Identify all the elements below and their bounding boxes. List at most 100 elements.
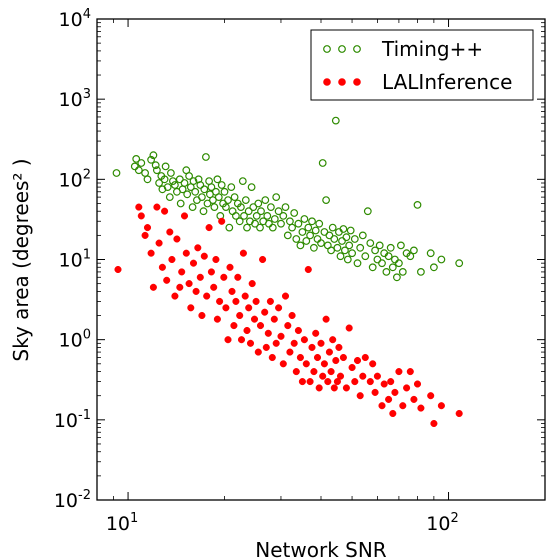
data-point [339, 225, 348, 233]
data-point [437, 255, 446, 264]
data-point [270, 215, 279, 223]
data-point [230, 193, 239, 202]
data-point [327, 368, 335, 376]
data-point [294, 219, 303, 228]
data-point [286, 348, 294, 356]
data-point [155, 239, 163, 247]
data-point [185, 280, 193, 288]
data-point [356, 392, 364, 400]
data-point [430, 419, 438, 428]
data-point [240, 211, 248, 220]
data-point [290, 339, 298, 347]
data-point [310, 368, 318, 376]
data-point [346, 226, 355, 235]
data-point [171, 292, 179, 300]
data-point [388, 263, 397, 272]
data-point [241, 196, 250, 205]
data-point [343, 255, 352, 264]
series-lalinference [114, 203, 463, 428]
data-point [391, 388, 399, 396]
data-point [160, 175, 169, 184]
data-point [279, 211, 288, 220]
data-point [163, 276, 171, 284]
data-point [296, 241, 305, 250]
data-point [304, 265, 312, 274]
data-point [300, 215, 309, 223]
data-point [180, 212, 189, 220]
data-point [197, 193, 206, 202]
data-point [315, 384, 323, 392]
y-tick-labels: 10-2 10-1 100 101 102 103 104 [54, 7, 91, 512]
data-point [241, 292, 249, 300]
legend-box [310, 29, 534, 101]
data-point [413, 200, 422, 209]
data-point [192, 287, 200, 295]
data-point [363, 207, 372, 216]
data-point [191, 187, 200, 196]
data-point [152, 166, 161, 175]
data-point [200, 185, 209, 194]
data-point [248, 280, 256, 288]
data-point [368, 263, 377, 272]
data-point [230, 322, 238, 330]
data-point [208, 196, 217, 205]
data-point [320, 360, 328, 368]
data-point [245, 304, 253, 312]
data-point [302, 237, 311, 245]
data-point [265, 219, 273, 228]
data-point [149, 151, 158, 160]
legend-item-lalinference: LALInference [323, 70, 512, 94]
data-point [361, 252, 370, 261]
data-point [351, 378, 359, 386]
data-point [180, 179, 189, 187]
data-point [378, 259, 386, 268]
data-point [220, 187, 229, 196]
legend-marker [338, 45, 346, 53]
data-point [387, 378, 395, 386]
data-point [300, 336, 308, 344]
data-point [373, 372, 381, 380]
data-point [277, 332, 285, 340]
data-point [203, 292, 211, 300]
data-point [194, 244, 202, 252]
y-tick-label: 10-1 [54, 408, 91, 432]
y-tick-label: 104 [59, 7, 91, 31]
legend-item-timing: Timing++ [323, 37, 483, 61]
data-point [182, 249, 190, 257]
data-point [147, 155, 156, 164]
data-point [227, 183, 236, 192]
data-point [339, 353, 347, 362]
data-point [222, 304, 230, 312]
legend-marker [323, 45, 331, 53]
data-point [353, 356, 362, 365]
data-point [203, 199, 212, 208]
data-point [327, 246, 336, 255]
data-point [410, 395, 418, 403]
data-point [198, 311, 206, 320]
data-point [274, 207, 283, 216]
data-point [189, 177, 198, 186]
data-point [173, 235, 181, 243]
data-point [455, 409, 463, 418]
data-point [196, 273, 204, 281]
legend-label: LALInference [382, 70, 512, 94]
data-point [183, 190, 192, 199]
data-point [386, 243, 395, 252]
data-point [315, 219, 324, 228]
data-point [290, 209, 299, 217]
data-point [163, 183, 172, 192]
data-point [298, 228, 307, 236]
data-point [306, 378, 314, 386]
data-point [330, 384, 338, 392]
data-point [201, 153, 210, 161]
data-point [143, 224, 152, 232]
series-layer [112, 116, 464, 428]
data-point [359, 372, 367, 380]
data-point [311, 226, 320, 235]
data-point [224, 196, 232, 205]
data-point [256, 223, 264, 232]
data-point [189, 259, 198, 267]
data-point [319, 372, 327, 380]
data-point [259, 255, 267, 264]
data-point [236, 311, 244, 320]
